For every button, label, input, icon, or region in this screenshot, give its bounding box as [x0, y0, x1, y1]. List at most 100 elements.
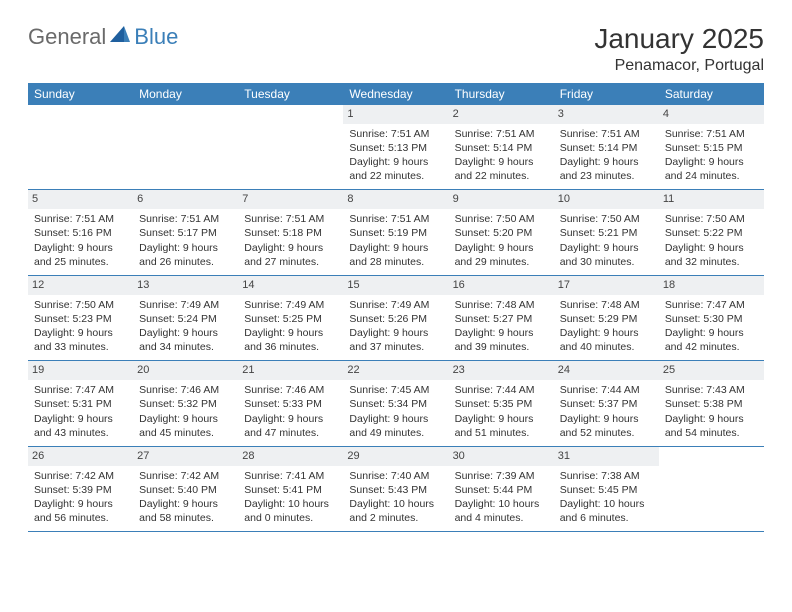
day-info: Sunrise: 7:51 AMSunset: 5:18 PMDaylight:… [244, 212, 337, 269]
day-info: Sunrise: 7:38 AMSunset: 5:45 PMDaylight:… [560, 469, 653, 526]
sunrise-text: Sunrise: 7:42 AM [34, 469, 127, 483]
sunset-text: Sunset: 5:38 PM [665, 397, 758, 411]
sunrise-text: Sunrise: 7:45 AM [349, 383, 442, 397]
weekday-label: Monday [133, 83, 238, 105]
calendar-day: 20Sunrise: 7:46 AMSunset: 5:32 PMDayligh… [133, 361, 238, 446]
title-block: January 2025 Penamacor, Portugal [594, 24, 764, 75]
daylight-line2: and 36 minutes. [244, 340, 337, 354]
day-info: Sunrise: 7:50 AMSunset: 5:21 PMDaylight:… [560, 212, 653, 269]
sunset-text: Sunset: 5:32 PM [139, 397, 232, 411]
calendar-day: 17Sunrise: 7:48 AMSunset: 5:29 PMDayligh… [554, 276, 659, 361]
calendar-day: 1Sunrise: 7:51 AMSunset: 5:13 PMDaylight… [343, 105, 448, 190]
day-info: Sunrise: 7:51 AMSunset: 5:16 PMDaylight:… [34, 212, 127, 269]
sunset-text: Sunset: 5:25 PM [244, 312, 337, 326]
daylight-line2: and 45 minutes. [139, 426, 232, 440]
sunrise-text: Sunrise: 7:50 AM [455, 212, 548, 226]
calendar-day [133, 105, 238, 190]
day-number: 4 [659, 105, 764, 124]
sunset-text: Sunset: 5:14 PM [455, 141, 548, 155]
day-number: 1 [343, 105, 448, 124]
daylight-line1: Daylight: 9 hours [34, 241, 127, 255]
sunrise-text: Sunrise: 7:48 AM [455, 298, 548, 312]
daylight-line2: and 2 minutes. [349, 511, 442, 525]
sunrise-text: Sunrise: 7:44 AM [455, 383, 548, 397]
day-info: Sunrise: 7:43 AMSunset: 5:38 PMDaylight:… [665, 383, 758, 440]
day-number: 3 [554, 105, 659, 124]
daylight-line1: Daylight: 9 hours [349, 412, 442, 426]
daylight-line1: Daylight: 9 hours [665, 412, 758, 426]
calendar-day: 21Sunrise: 7:46 AMSunset: 5:33 PMDayligh… [238, 361, 343, 446]
calendar-day: 4 Sunrise: 7:51 AMSunset: 5:15 PMDaylight… [659, 105, 764, 190]
day-number: 26 [28, 447, 133, 466]
daylight-line1: Daylight: 9 hours [34, 326, 127, 340]
daylight-line2: and 30 minutes. [560, 255, 653, 269]
sunset-text: Sunset: 5:29 PM [560, 312, 653, 326]
sunset-text: Sunset: 5:19 PM [349, 226, 442, 240]
day-number: 17 [554, 276, 659, 295]
day-info: Sunrise: 7:51 AMSunset: 5:15 PMDaylight:… [665, 127, 758, 184]
calendar-day [28, 105, 133, 190]
sunrise-text: Sunrise: 7:38 AM [560, 469, 653, 483]
sunset-text: Sunset: 5:22 PM [665, 226, 758, 240]
sunset-text: Sunset: 5:45 PM [560, 483, 653, 497]
day-info: Sunrise: 7:50 AMSunset: 5:22 PMDaylight:… [665, 212, 758, 269]
day-info: Sunrise: 7:46 AMSunset: 5:33 PMDaylight:… [244, 383, 337, 440]
sunrise-text: Sunrise: 7:39 AM [455, 469, 548, 483]
day-info: Sunrise: 7:50 AMSunset: 5:20 PMDaylight:… [455, 212, 548, 269]
brand-logo: General Blue [28, 24, 178, 50]
weekday-header: Sunday Monday Tuesday Wednesday Thursday… [28, 83, 764, 105]
calendar-week: 1Sunrise: 7:51 AMSunset: 5:13 PMDaylight… [28, 105, 764, 191]
sunset-text: Sunset: 5:23 PM [34, 312, 127, 326]
day-info: Sunrise: 7:40 AMSunset: 5:43 PMDaylight:… [349, 469, 442, 526]
calendar-day: 31Sunrise: 7:38 AMSunset: 5:45 PMDayligh… [554, 447, 659, 532]
sunset-text: Sunset: 5:30 PM [665, 312, 758, 326]
sunset-text: Sunset: 5:18 PM [244, 226, 337, 240]
day-number: 11 [659, 190, 764, 209]
calendar-week: 12Sunrise: 7:50 AMSunset: 5:23 PMDayligh… [28, 276, 764, 362]
sunset-text: Sunset: 5:24 PM [139, 312, 232, 326]
daylight-line1: Daylight: 9 hours [560, 326, 653, 340]
daylight-line2: and 42 minutes. [665, 340, 758, 354]
sunrise-text: Sunrise: 7:47 AM [34, 383, 127, 397]
calendar-day: 7Sunrise: 7:51 AMSunset: 5:18 PMDaylight… [238, 190, 343, 275]
day-number: 8 [343, 190, 448, 209]
calendar-day: 16Sunrise: 7:48 AMSunset: 5:27 PMDayligh… [449, 276, 554, 361]
weekday-label: Tuesday [238, 83, 343, 105]
day-info: Sunrise: 7:51 AMSunset: 5:14 PMDaylight:… [455, 127, 548, 184]
day-number: 9 [449, 190, 554, 209]
daylight-line2: and 28 minutes. [349, 255, 442, 269]
daylight-line2: and 4 minutes. [455, 511, 548, 525]
calendar-day: 5Sunrise: 7:51 AMSunset: 5:16 PMDaylight… [28, 190, 133, 275]
daylight-line2: and 43 minutes. [34, 426, 127, 440]
sunrise-text: Sunrise: 7:41 AM [244, 469, 337, 483]
calendar-day: 22Sunrise: 7:45 AMSunset: 5:34 PMDayligh… [343, 361, 448, 446]
sunrise-text: Sunrise: 7:51 AM [455, 127, 548, 141]
daylight-line1: Daylight: 9 hours [349, 241, 442, 255]
daylight-line1: Daylight: 9 hours [455, 326, 548, 340]
daylight-line2: and 25 minutes. [34, 255, 127, 269]
day-number: 19 [28, 361, 133, 380]
day-info: Sunrise: 7:42 AMSunset: 5:40 PMDaylight:… [139, 469, 232, 526]
calendar-week: 26Sunrise: 7:42 AMSunset: 5:39 PMDayligh… [28, 447, 764, 533]
day-info: Sunrise: 7:49 AMSunset: 5:24 PMDaylight:… [139, 298, 232, 355]
day-info: Sunrise: 7:48 AMSunset: 5:27 PMDaylight:… [455, 298, 548, 355]
sunset-text: Sunset: 5:27 PM [455, 312, 548, 326]
day-info: Sunrise: 7:51 AMSunset: 5:19 PMDaylight:… [349, 212, 442, 269]
weekday-label: Saturday [659, 83, 764, 105]
sunrise-text: Sunrise: 7:51 AM [560, 127, 653, 141]
day-info: Sunrise: 7:45 AMSunset: 5:34 PMDaylight:… [349, 383, 442, 440]
sunset-text: Sunset: 5:39 PM [34, 483, 127, 497]
calendar-week: 5Sunrise: 7:51 AMSunset: 5:16 PMDaylight… [28, 190, 764, 276]
sunset-text: Sunset: 5:41 PM [244, 483, 337, 497]
daylight-line2: and 51 minutes. [455, 426, 548, 440]
day-number: 25 [659, 361, 764, 380]
daylight-line2: and 54 minutes. [665, 426, 758, 440]
day-number: 2 [449, 105, 554, 124]
sunrise-text: Sunrise: 7:51 AM [34, 212, 127, 226]
day-info: Sunrise: 7:39 AMSunset: 5:44 PMDaylight:… [455, 469, 548, 526]
sunset-text: Sunset: 5:26 PM [349, 312, 442, 326]
day-number: 28 [238, 447, 343, 466]
brand-part2: Blue [134, 24, 178, 50]
daylight-line1: Daylight: 9 hours [455, 241, 548, 255]
daylight-line1: Daylight: 9 hours [665, 326, 758, 340]
